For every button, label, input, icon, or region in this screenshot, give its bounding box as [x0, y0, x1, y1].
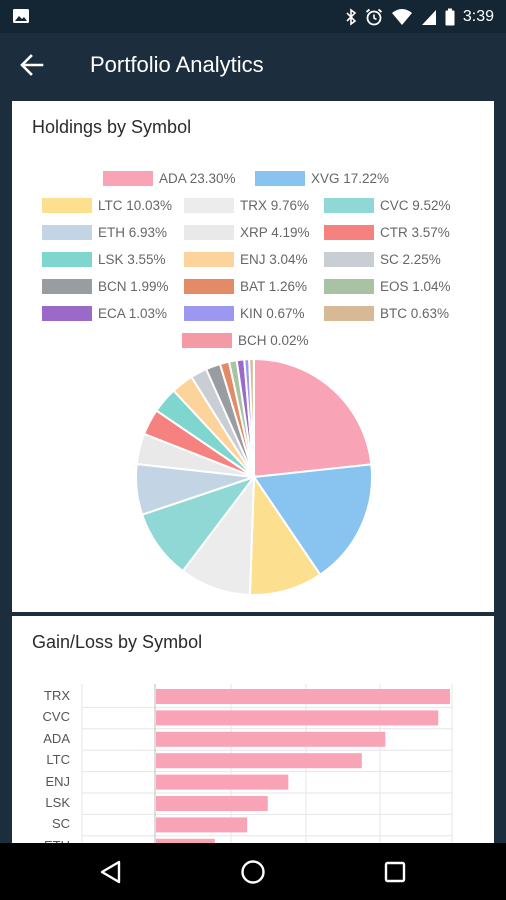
legend-label: LSK 3.55%	[98, 251, 166, 267]
legend-item-ctr[interactable]: CTR 3.57%	[324, 224, 450, 240]
legend-label: BTC 0.63%	[380, 305, 450, 321]
legend-swatch	[184, 224, 234, 240]
legend-item-ltc[interactable]: LTC 10.03%	[42, 197, 172, 213]
legend-label: XRP 4.19%	[240, 224, 310, 240]
bar-trx[interactable]	[156, 689, 450, 704]
content-scroll[interactable]: Holdings by Symbol ADA 23.30% XVG 17.22% L…	[0, 97, 506, 843]
legend-item-xrp[interactable]: XRP 4.19%	[184, 224, 310, 240]
legend-item-sc[interactable]: SC 2.25%	[324, 251, 441, 267]
gain-loss-card: Gain/Loss by Symbol TRX CVC ADA LTC ENJ LSK SC…	[12, 616, 494, 843]
legend-item-ada[interactable]: ADA 23.30%	[103, 170, 236, 186]
legend-swatch	[184, 197, 234, 213]
legend-item-eos[interactable]: EOS 1.04%	[324, 278, 451, 294]
legend-swatch	[42, 305, 92, 321]
legend-swatch	[255, 170, 305, 186]
legend-label: ETH 6.93%	[98, 224, 168, 240]
legend-item-trx[interactable]: TRX 9.76%	[184, 197, 309, 213]
alarm-icon	[365, 8, 382, 26]
system-nav-bar	[0, 843, 506, 900]
legend-item-lsk[interactable]: LSK 3.55%	[42, 251, 166, 267]
legend-swatch	[42, 197, 92, 213]
legend-label: TRX 9.76%	[240, 197, 310, 213]
legend-swatch	[324, 251, 374, 267]
bar-label-eth: ETH	[30, 838, 70, 843]
legend-swatch	[324, 305, 374, 321]
bar-label-lsk: LSK	[45, 795, 70, 810]
app-bar: Portfolio Analytics	[0, 33, 506, 97]
legend-label: BAT 1.26%	[240, 278, 308, 294]
image-icon	[13, 9, 29, 23]
legend-swatch	[42, 278, 92, 294]
gain-loss-card-title: Gain/Loss by Symbol	[32, 632, 203, 652]
holdings-card-title: Holdings by Symbol	[32, 117, 192, 137]
legend-item-bat[interactable]: BAT 1.26%	[184, 278, 307, 294]
bar-ada[interactable]	[156, 731, 386, 747]
legend-swatch	[103, 170, 153, 186]
status-bar: 3:39	[0, 0, 506, 33]
legend-swatch	[184, 305, 234, 321]
battery-icon	[445, 8, 455, 26]
legend-item-bch[interactable]: BCH 0.02%	[182, 332, 309, 348]
pie-slice-ada[interactable]	[253, 357, 373, 479]
bluetooth-icon	[346, 8, 357, 26]
arrow-left-icon[interactable]	[18, 51, 46, 79]
legend-item-bcn[interactable]: BCN 1.99%	[42, 278, 169, 294]
legend-label: EOS 1.04%	[380, 278, 451, 294]
legend-label: ADA 23.30%	[159, 170, 236, 186]
bar-label-ada: ADA	[43, 730, 70, 746]
legend-item-eth[interactable]: ETH 6.93%	[42, 224, 167, 240]
legend-label: LTC 10.03%	[98, 197, 173, 213]
legend-label: KIN 0.67%	[240, 305, 305, 321]
signal-icon	[421, 10, 436, 25]
holdings-card: Holdings by Symbol ADA 23.30% XVG 17.22% L…	[12, 101, 494, 612]
bar-cvc[interactable]	[156, 710, 439, 726]
legend-swatch	[184, 278, 234, 294]
home-circle-icon[interactable]	[238, 857, 268, 887]
legend-swatch	[324, 197, 374, 213]
legend-label: XVG 17.22%	[311, 170, 390, 186]
status-icons: 3:39	[345, 6, 494, 28]
legend-swatch	[184, 251, 234, 267]
pie-slice-xvg[interactable]	[252, 463, 373, 577]
legend-item-btc[interactable]: BTC 0.63%	[324, 305, 449, 321]
bar-eth[interactable]	[156, 838, 215, 843]
legend-label: CVC 9.52%	[380, 197, 451, 213]
bar-ltc[interactable]	[156, 753, 362, 769]
legend-label: ECA 1.03%	[98, 305, 168, 321]
bar-label-sc: SC	[51, 816, 70, 832]
legend-item-cvc[interactable]: CVC 9.52%	[324, 197, 451, 213]
legend-swatch	[42, 251, 92, 267]
legend-swatch	[324, 224, 374, 240]
legend-label: ENJ 3.04%	[240, 251, 308, 267]
back-triangle-icon[interactable]	[96, 857, 126, 887]
recents-square-icon[interactable]	[380, 857, 410, 887]
page-title: Portfolio Analytics	[90, 52, 264, 77]
legend-item-kin[interactable]: KIN 0.67%	[184, 305, 305, 321]
bar-lsk[interactable]	[156, 796, 268, 811]
pie-slice-ltc[interactable]	[248, 473, 322, 596]
legend-item-enj[interactable]: ENJ 3.04%	[184, 251, 308, 267]
legend-label: CTR 3.57%	[380, 224, 450, 240]
status-time: 3:39	[462, 8, 494, 25]
legend-swatch	[42, 224, 92, 240]
gain-loss-bar-chart[interactable]	[12, 616, 494, 843]
wifi-icon	[391, 9, 412, 25]
bar-label-ltc: LTC	[46, 752, 70, 768]
legend-swatch	[324, 278, 374, 294]
bar-enj[interactable]	[156, 774, 289, 790]
bar-label-cvc: CVC	[42, 709, 70, 725]
legend-label: BCH 0.02%	[238, 332, 309, 348]
legend-label: BCN 1.99%	[98, 278, 169, 294]
legend-item-xvg[interactable]: XVG 17.22%	[255, 170, 389, 186]
holdings-pie-chart[interactable]	[12, 101, 494, 612]
bar-label-trx: TRX	[44, 688, 70, 703]
bar-label-enj: ENJ	[45, 773, 70, 789]
legend-swatch	[182, 332, 232, 348]
legend-item-eca[interactable]: ECA 1.03%	[42, 305, 167, 321]
legend-label: SC 2.25%	[380, 251, 441, 267]
bar-sc[interactable]	[156, 817, 248, 833]
